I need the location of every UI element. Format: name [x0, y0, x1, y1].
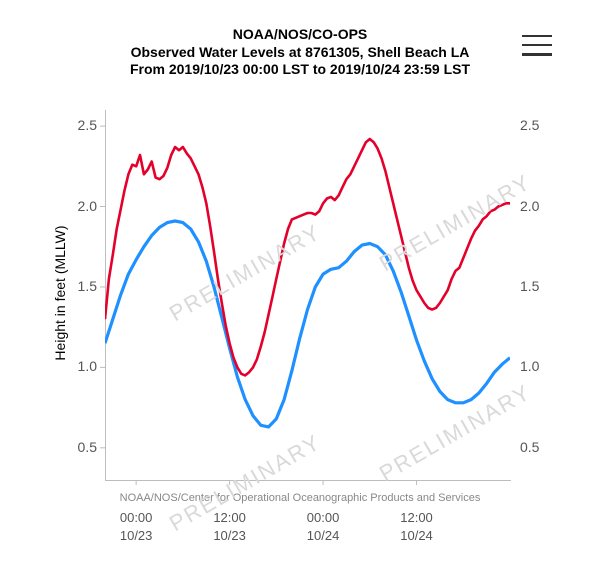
x-tick-date: 10/24 [387, 528, 447, 543]
y-tick-right: 2.5 [520, 117, 560, 133]
x-tick-date: 10/23 [200, 528, 260, 543]
x-tick-date: 10/24 [293, 528, 353, 543]
chart-container: NOAA/NOS/CO-OPS Observed Water Levels at… [0, 0, 600, 581]
x-tick-time: 00:00 [106, 510, 166, 525]
y-tick-left: 1.5 [63, 278, 97, 294]
y-tick-left: 2.0 [63, 198, 97, 214]
x-tick-date: 10/23 [106, 528, 166, 543]
y-tick-right: 2.0 [520, 198, 560, 214]
y-tick-left: 0.5 [63, 439, 97, 455]
series-observed [105, 139, 510, 375]
series-predicted [105, 221, 510, 427]
y-tick-left: 1.0 [63, 358, 97, 374]
x-tick-time: 12:00 [387, 510, 447, 525]
x-tick-time: 00:00 [293, 510, 353, 525]
y-tick-right: 1.5 [520, 278, 560, 294]
y-tick-right: 1.0 [520, 358, 560, 374]
y-tick-left: 2.5 [63, 117, 97, 133]
chart-footer: NOAA/NOS/Center for Operational Oceanogr… [0, 492, 600, 504]
x-tick-time: 12:00 [200, 510, 260, 525]
y-tick-right: 0.5 [520, 439, 560, 455]
